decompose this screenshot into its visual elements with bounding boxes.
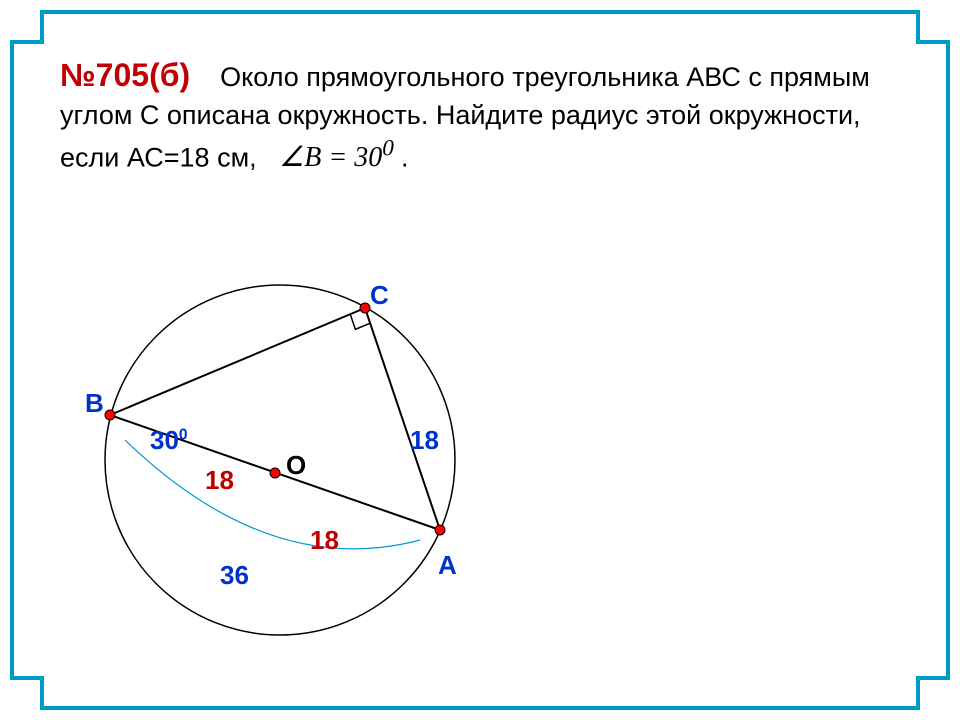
label-A: А [438,550,457,581]
label-B: В [85,388,104,419]
label-radius-BO: 18 [205,465,234,496]
label-radius-OA: 18 [310,525,339,556]
label-diameter: 36 [220,560,249,591]
problem-number: №705(б) [60,57,190,93]
problem-statement: №705(б) Около прямоугольного треугольник… [60,54,900,177]
diagram-svg [70,250,490,670]
label-angle: 300 [150,425,188,456]
problem-formula: ∠B = 300 [279,142,401,173]
label-O: О [286,450,306,481]
label-side-AC: 18 [410,425,439,456]
geometry-diagram: В С А О 300 18 18 18 36 [70,250,490,670]
label-C: С [370,280,389,311]
